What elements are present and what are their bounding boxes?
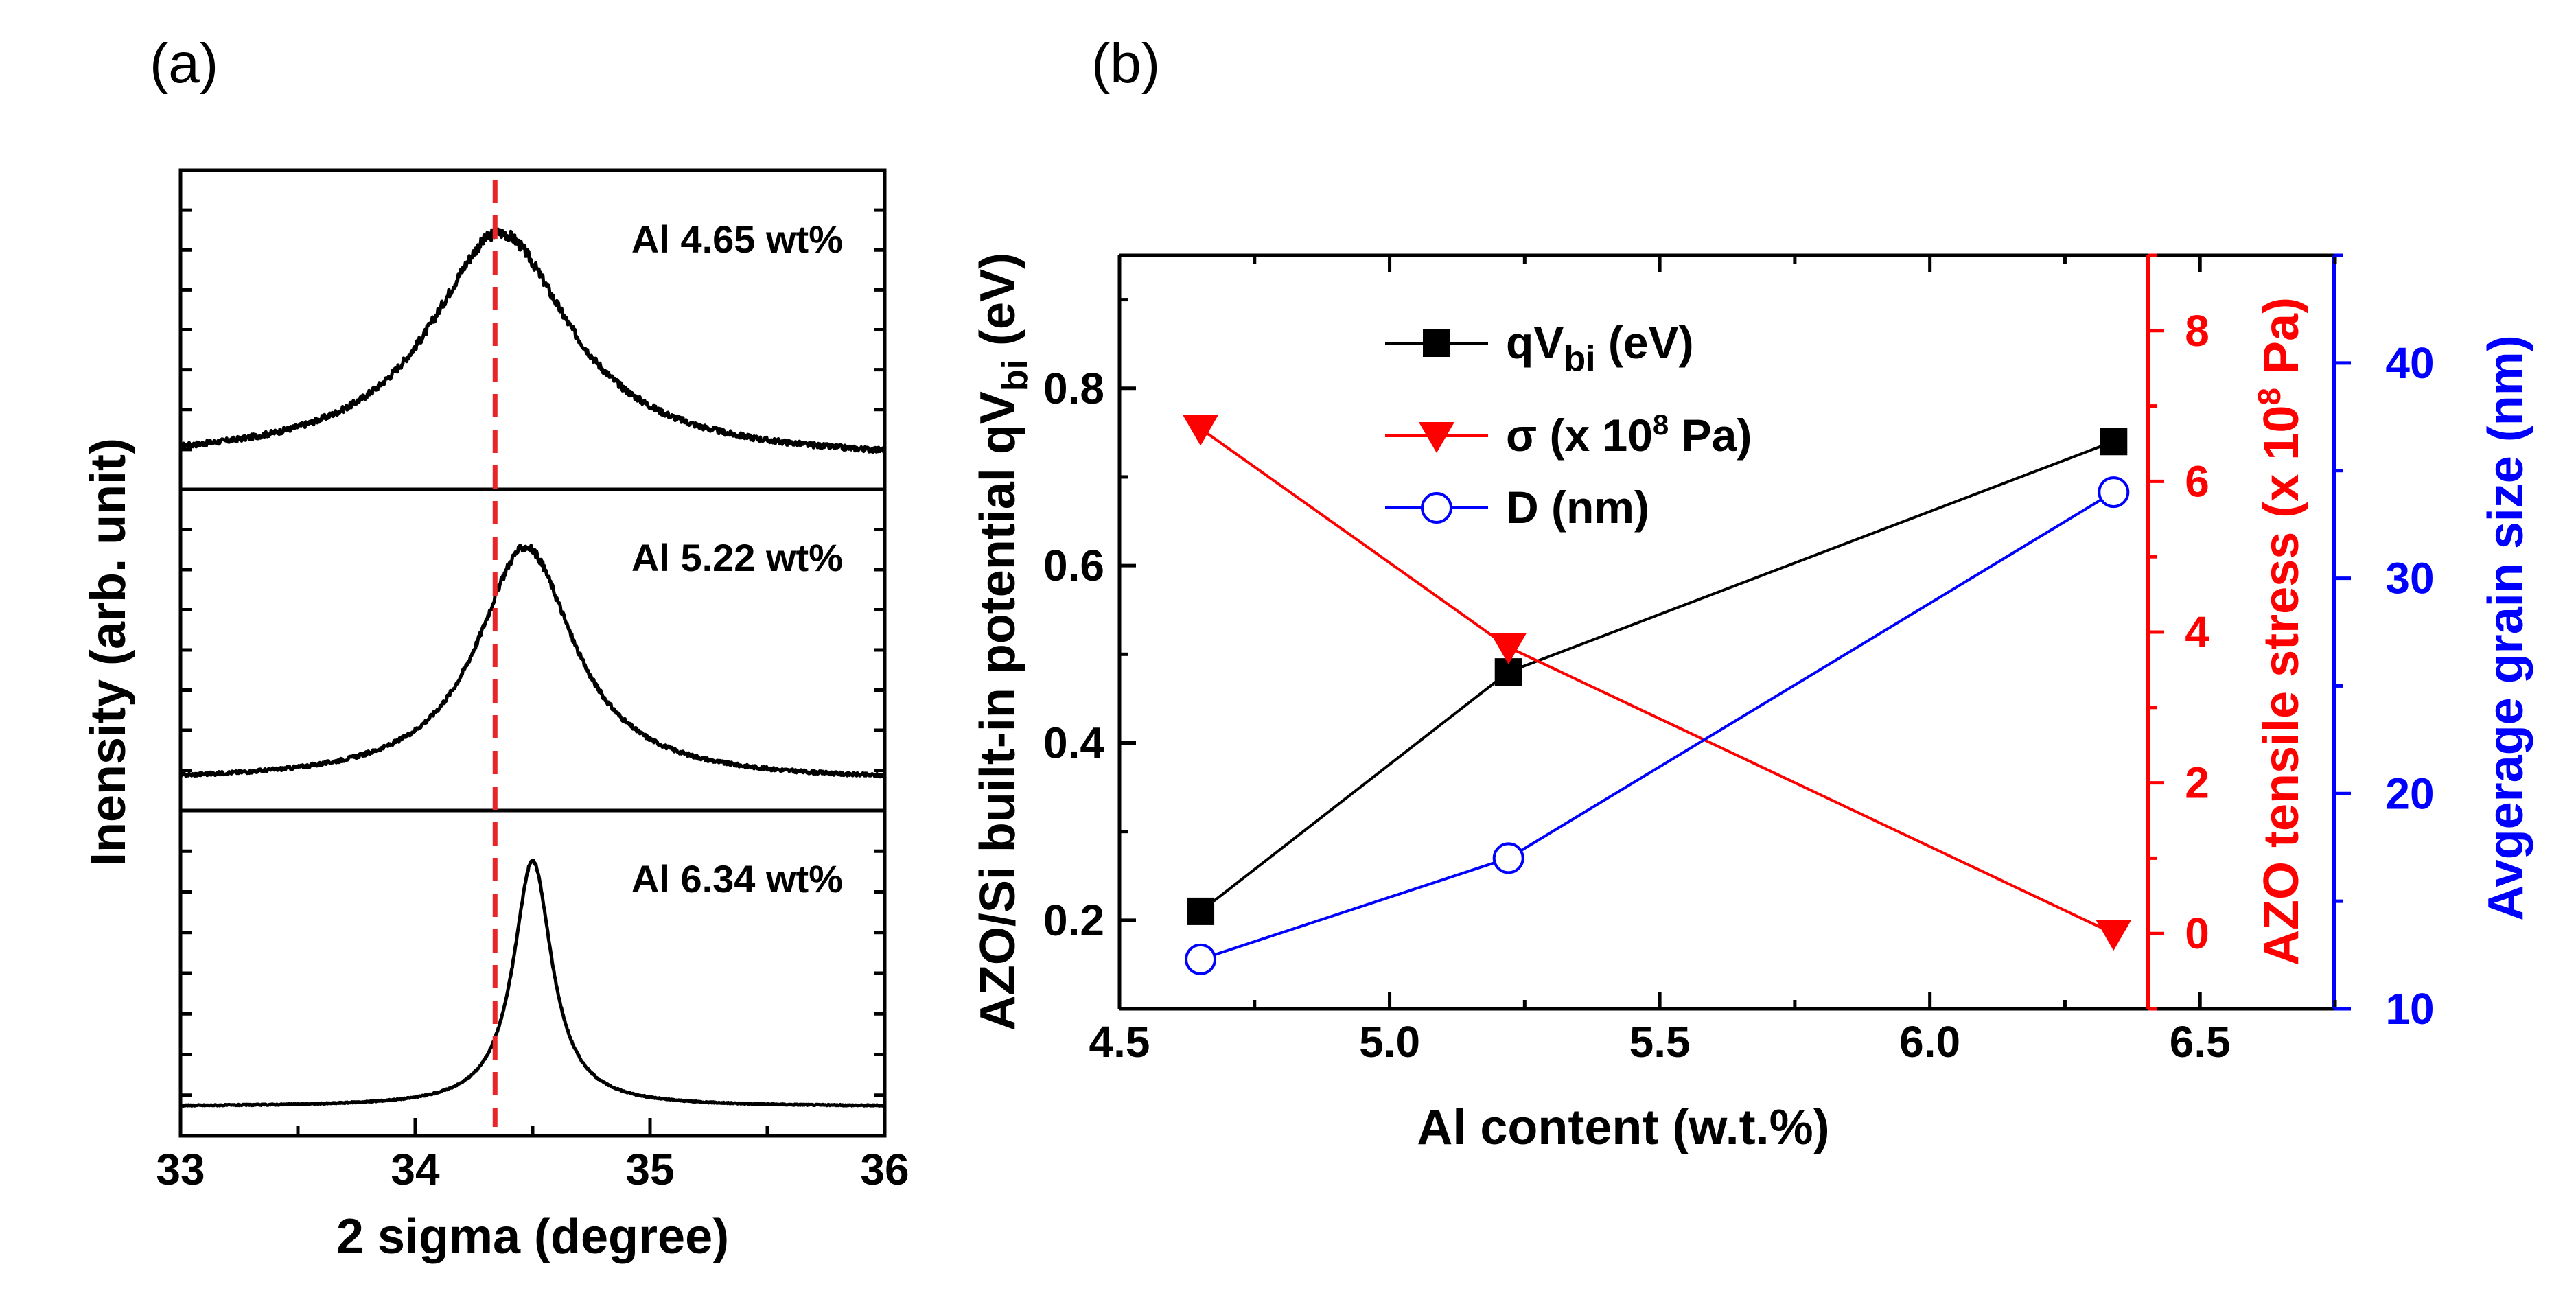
xrd-x-tick-label: 34: [391, 1145, 440, 1194]
legend-label: qVbi (eV): [1506, 317, 1694, 379]
property-x-tick-label: 5.5: [1629, 1017, 1691, 1067]
property-x-axis-title: Al content (w.t.%): [1417, 1100, 1829, 1155]
left-axis-title-sub: bi: [995, 360, 1035, 391]
stress-axis-tick-label: 0: [2185, 909, 2209, 958]
property-x-tick-label: 4.5: [1089, 1017, 1150, 1067]
xrd-curve: [179, 859, 886, 1108]
xrd-frame: [178, 168, 887, 1138]
stress-axis-tick-label: 6: [2185, 456, 2209, 506]
grain-axis-tick-label: 20: [2385, 769, 2434, 818]
series-label-al-5-22: Al 5.22 wt%: [631, 536, 843, 579]
stress-axis-tick-label: 2: [2185, 758, 2209, 808]
panel-b-label: (b): [1091, 32, 1160, 95]
xrd-axis-ticks: [178, 208, 887, 1136]
left-axis-tick-label: 0.8: [1043, 364, 1104, 413]
legend-marker: [1421, 492, 1452, 524]
stress-title-tail: Pa): [2254, 297, 2309, 388]
grain-axis-tick-label: 40: [2385, 338, 2434, 388]
series-line: [1199, 427, 2115, 935]
xrd-curve: [179, 227, 887, 454]
data-point-triangle-down: [1183, 415, 1219, 446]
data-point-square: [2100, 428, 2128, 456]
xrd-curves: [179, 227, 887, 1108]
series-label-al-6-34: Al 6.34 wt%: [631, 857, 843, 900]
data-point-square: [1187, 897, 1215, 925]
xrd-curve: [179, 544, 886, 779]
property-x-tick-label: 6.0: [1899, 1017, 1960, 1067]
grain-axis-tick-label: 10: [2385, 984, 2434, 1034]
property-series-lines: [1199, 427, 2115, 961]
stress-title-sup: 8: [2251, 388, 2287, 406]
stress-axis-tick-label: 4: [2185, 607, 2209, 657]
series-line: [1200, 491, 2115, 961]
data-point-triangle-down: [2096, 920, 2132, 951]
left-axis-tick-label: 0.2: [1043, 896, 1104, 945]
xrd-panel: Al 4.65 wt% Al 5.22 wt% Al 6.34 wt% 33 34…: [81, 168, 909, 1264]
left-axis-title-tail: (eV): [971, 253, 1025, 360]
stress-title-main: AZO tensile stress (x 10: [2254, 406, 2309, 966]
data-point-open-circle: [2098, 476, 2130, 509]
legend-marker: [1423, 329, 1450, 357]
legend: qVbi (eV) σ (x 108 Pa) D (nm): [1385, 317, 1752, 533]
panel-a-label: (a): [150, 32, 218, 95]
data-point-triangle-down: [1490, 633, 1527, 664]
left-axis-tick-label: 0.6: [1043, 541, 1104, 590]
legend-marker: [1419, 422, 1454, 453]
xrd-x-axis-title: 2 sigma (degree): [336, 1209, 729, 1264]
grain-axis-tick-label: 30: [2385, 554, 2434, 603]
legend-label-sup: 8: [1653, 408, 1669, 441]
legend-label: D (nm): [1506, 482, 1649, 533]
legend-label: σ (x 108 Pa): [1506, 408, 1752, 461]
series-label-al-4-65: Al 4.65 wt%: [631, 218, 843, 261]
data-point-open-circle: [1492, 842, 1524, 874]
legend-label-main: qV: [1506, 317, 1564, 368]
right-axis-stress-title: AZO tensile stress (x 108 Pa): [2251, 297, 2309, 966]
left-axis-title: AZO/Si built-in potential qVbi (eV): [971, 253, 1035, 1031]
xrd-x-tick-labels: 33 34 35 36: [156, 1145, 909, 1194]
xrd-x-tick-label: 35: [625, 1145, 674, 1194]
stress-axis-tick-label: 8: [2185, 306, 2209, 356]
data-point-open-circle: [1185, 943, 1217, 975]
left-axis-title-main: AZO/Si built-in potential qV: [971, 391, 1025, 1031]
right-axis-grain-title: Avgerage grain size (nm): [2479, 335, 2533, 921]
legend-label-tail: (eV): [1596, 317, 1694, 368]
property-panel: 4.5 5.0 5.5 6.0 6.5 0.2 0.4 0.6 0.8 0 2 4 6 8 10 20 30 40…: [971, 253, 2533, 1155]
left-axis-tick-label: 0.4: [1043, 718, 1104, 767]
legend-label-sub: bi: [1564, 339, 1595, 379]
series-line: [1199, 440, 2115, 913]
xrd-x-tick-label: 33: [156, 1145, 205, 1194]
property-axes: 4.5 5.0 5.5 6.0 6.5 0.2 0.4 0.6 0.8 0 2 4 6 8 10 20 30 40: [1043, 253, 2435, 1067]
legend-label-main: σ (x 10: [1506, 410, 1653, 461]
property-x-tick-label: 5.0: [1359, 1017, 1420, 1067]
property-series-markers: [1183, 415, 2132, 975]
legend-label-tail: Pa): [1669, 410, 1752, 461]
property-x-tick-label: 6.5: [2170, 1017, 2231, 1067]
xrd-y-axis-title: Inensity (arb. unit): [81, 438, 136, 866]
legend-label-main: D (nm): [1506, 482, 1649, 533]
xrd-x-tick-label: 36: [860, 1145, 909, 1194]
